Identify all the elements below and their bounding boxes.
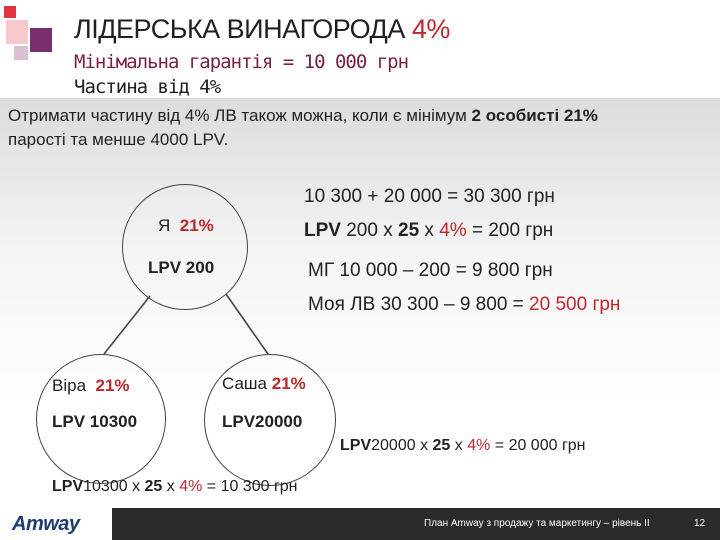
decor-square-purple	[30, 28, 52, 52]
formula-vira-k: 25	[144, 478, 163, 495]
formula-vira: LPV10300 х 25 х 4% = 10 300 грн	[52, 478, 298, 496]
node-me-pct: 21%	[179, 216, 214, 235]
calc-own-p: 4%	[439, 220, 467, 241]
calc-line-result: Моя ЛВ 30 300 – 9 800 = 20 500 грн	[308, 294, 620, 316]
node-circle-sasha	[204, 354, 336, 486]
formula-sasha-b: х	[450, 437, 468, 454]
calc-line-own: LPV 200 х 25 х 4% = 200 грн	[304, 220, 553, 242]
calc-own-k: 25	[398, 220, 420, 241]
node-me-lpv: LPV 200	[148, 258, 215, 277]
footer-caption: План Amway з продажу та маркетингу – рів…	[424, 518, 650, 529]
formula-vira-b: х	[162, 478, 180, 495]
node-me-label: Я 21%	[158, 216, 214, 236]
intro-line1-text: Отримати частину від 4% ЛВ також можна, …	[8, 106, 472, 125]
node-vira-label: Віра 21%	[52, 376, 130, 396]
intro-paragraph: Отримати частину від 4% ЛВ також можна, …	[8, 104, 718, 152]
intro-line2-text: паростi та менше 4000 LPV.	[8, 130, 229, 149]
formula-sasha-c: = 20 000 грн	[490, 437, 586, 454]
calc-line-guarantee: МГ 10 000 – 200 = 9 800 грн	[308, 260, 553, 281]
calc-own-b: х	[419, 220, 440, 241]
node-sasha-pct: 21%	[271, 374, 306, 393]
formula-sasha-k: 25	[432, 437, 451, 454]
formula-sasha-a: 20000 х	[371, 437, 433, 454]
decor-square-pink	[6, 20, 28, 44]
page-number: 12	[694, 518, 706, 529]
title-text: ЛІДЕРСЬКА ВИНАГОРОДА	[74, 14, 405, 44]
formula-sasha-p: 4%	[467, 437, 491, 454]
footer-bar	[112, 508, 720, 540]
calc-result-b: 20 500 грн	[529, 294, 621, 315]
formula-vira-c: = 10 300 грн	[202, 478, 298, 495]
calc-line-sum: 10 300 + 20 000 = 30 300 грн	[304, 186, 555, 207]
node-vira-lpv: LPV 10300	[52, 412, 138, 431]
node-sasha-name: Саша	[222, 374, 268, 393]
node-vira-pct: 21%	[95, 376, 130, 395]
formula-vira-a: 10300 х	[83, 478, 145, 495]
node-circle-vira	[36, 354, 166, 484]
calc-result-a: Моя ЛВ 30 300 – 9 800 =	[308, 294, 530, 315]
calc-own-c: = 200 грн	[466, 220, 554, 241]
formula-sasha-lpv: LPV	[340, 437, 372, 454]
connector-right	[225, 293, 269, 355]
subtitle-guarantee: Мінімальна гарантія = 10 000 грн	[74, 51, 409, 73]
node-vira-name: Віра	[52, 376, 87, 395]
decor-square-lavender	[14, 46, 28, 60]
intro-line1-bold: 2 особисті 21%	[471, 106, 598, 125]
connector-left	[103, 295, 151, 355]
calc-own-a: 200 х	[340, 220, 398, 241]
calc-own-lpv: LPV	[304, 220, 341, 241]
node-sasha-label: Саша 21%	[222, 374, 306, 394]
node-me-name: Я	[158, 216, 171, 235]
formula-vira-lpv: LPV	[52, 478, 84, 495]
formula-sasha: LPV20000 х 25 х 4% = 20 000 грн	[340, 437, 586, 455]
page-title: ЛІДЕРСЬКА ВИНАГОРОДА 4%	[74, 14, 450, 45]
node-sasha-lpv: LPV20000	[222, 412, 303, 431]
subtitle-part: Частина від 4%	[74, 76, 221, 98]
decor-square-red	[4, 6, 16, 18]
amway-logo: Amway	[12, 513, 80, 535]
formula-vira-p: 4%	[179, 478, 203, 495]
node-circle-me	[122, 184, 248, 310]
title-percent: 4%	[411, 14, 451, 44]
